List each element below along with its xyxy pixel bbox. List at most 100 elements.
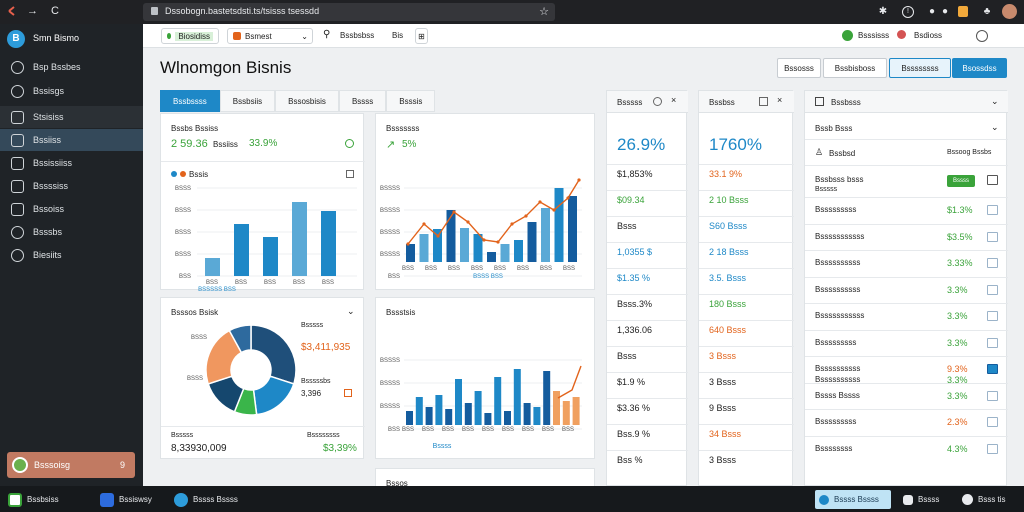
kpi-row[interactable]: 3 Bsss xyxy=(709,377,737,387)
filter-mini-label[interactable]: Bis xyxy=(392,31,404,40)
divider xyxy=(699,242,794,243)
kpi-row[interactable]: 180 Bsss xyxy=(709,299,747,309)
kpi-row[interactable]: 34 Bsss xyxy=(709,429,742,439)
row-action-icon[interactable] xyxy=(987,311,998,321)
chevron-down-icon[interactable]: ⌄ xyxy=(347,306,355,316)
sidebar-item-settings[interactable]: Bsssbs xyxy=(0,221,143,243)
kpi-row[interactable]: 2 10 Bsss xyxy=(709,195,749,205)
row-action-icon[interactable] xyxy=(987,175,998,185)
sidebar-item-help[interactable]: Biesiits xyxy=(0,244,143,266)
bookmark-star-icon[interactable]: ☆ xyxy=(539,6,549,18)
tab-overview[interactable]: Bssbssss xyxy=(160,90,220,112)
kpi-row[interactable]: Bsss.3% xyxy=(617,299,653,309)
header-button-3[interactable]: Bssssssss xyxy=(889,58,951,78)
row-action-icon[interactable] xyxy=(987,417,998,427)
filter-icon[interactable]: ⚲ xyxy=(323,29,331,40)
tab-analytics[interactable]: Bssosbisis xyxy=(275,90,339,112)
close-icon[interactable]: × xyxy=(777,95,783,105)
taskbar-app-active[interactable]: Bssss Bssss xyxy=(815,490,891,509)
pie-slice xyxy=(250,324,297,385)
kpi-row[interactable]: 2 18 Bsss xyxy=(709,247,749,257)
sidebar-item-stats[interactable]: Stsisiss xyxy=(0,106,143,128)
address-bar[interactable]: Dssobogn.bastetsdsti.ts/tsisss tsessdd ☆ xyxy=(143,3,555,21)
user-card[interactable]: Bsssoisg 9 xyxy=(7,452,135,478)
row-action-icon[interactable] xyxy=(987,390,998,401)
tab-sales[interactable]: Bssbsiis xyxy=(219,90,276,112)
row-action-icon[interactable] xyxy=(987,258,998,268)
row-action-icon[interactable] xyxy=(987,364,998,374)
extension-icon[interactable]: ✱ xyxy=(878,6,888,17)
reload-icon[interactable]: C xyxy=(51,5,59,17)
kpi-row[interactable]: 1,336.06 xyxy=(617,325,653,335)
export-icon[interactable]: ⊞ xyxy=(415,28,428,44)
divider xyxy=(607,216,688,217)
row-action-icon[interactable] xyxy=(987,205,998,215)
taskbar-app-1[interactable]: Bssbsiss xyxy=(8,490,59,509)
kpi-row[interactable]: $1.9 % xyxy=(617,377,646,387)
profile-avatar[interactable] xyxy=(1002,4,1017,19)
sidebar-item-orders[interactable]: Bssoiss xyxy=(0,198,143,220)
tab-reports[interactable]: Bsssis xyxy=(386,90,436,112)
bar xyxy=(533,407,541,425)
record2-icon[interactable]: ● xyxy=(941,6,949,17)
kpi-row[interactable]: 3.5. Bsss xyxy=(709,273,747,283)
shield-icon[interactable] xyxy=(958,6,968,17)
info-icon[interactable]: ! xyxy=(902,6,914,18)
app-icon xyxy=(962,494,973,505)
record-icon[interactable]: ● xyxy=(928,6,936,17)
taskbar-app-2[interactable]: Bssiswsy xyxy=(100,490,152,509)
kpi-row[interactable]: 3 Bsss xyxy=(709,351,737,361)
sidebar-item-reports[interactable]: Bssissiiss xyxy=(0,152,143,174)
row-action-icon[interactable] xyxy=(987,231,998,242)
refresh-icon[interactable] xyxy=(345,139,354,148)
header-button-primary[interactable]: Bsossdss xyxy=(952,58,1007,78)
right-button-1[interactable]: Bsssisss xyxy=(858,31,890,40)
row-action-icon[interactable] xyxy=(987,284,998,295)
app-logo-icon[interactable]: B xyxy=(7,30,25,48)
row-action-icon[interactable] xyxy=(987,443,998,454)
settings-icon[interactable] xyxy=(976,30,988,42)
kpi-row[interactable]: Bss % xyxy=(617,455,643,465)
chevron-down-icon[interactable]: ⌄ xyxy=(991,96,999,106)
tab-orders[interactable]: Bssss xyxy=(338,90,387,112)
status-chip[interactable]: Biosidiss xyxy=(161,28,219,44)
forward-icon[interactable]: → xyxy=(27,5,38,17)
view-select[interactable]: Bsmest ⌄ xyxy=(227,28,313,44)
kpi-row[interactable]: 9 Bsss xyxy=(709,403,737,413)
kpi-row[interactable]: Bss.9 % xyxy=(617,429,651,439)
kpi-row[interactable]: $1.35 % xyxy=(617,273,651,283)
sidebar-item-finance[interactable]: Bssssiss xyxy=(0,175,143,197)
browser-close-icon[interactable] xyxy=(5,5,19,19)
close-icon[interactable]: × xyxy=(671,95,677,105)
kpi-row[interactable]: 3 Bsss xyxy=(709,455,737,465)
kpi-row[interactable]: 33.1 9% xyxy=(709,169,743,179)
sidebar-item-profile[interactable]: Bsp Bssbes xyxy=(0,56,143,78)
row-action-icon[interactable] xyxy=(987,337,998,348)
kpi-row[interactable]: $09.34 xyxy=(617,195,645,205)
filter-label[interactable]: Bssbsbss xyxy=(340,31,375,40)
search-icon[interactable] xyxy=(653,97,662,106)
header-button-2[interactable]: Bssbisboss xyxy=(823,58,887,78)
divider xyxy=(699,424,794,425)
kpi-row[interactable]: 640 Bsss xyxy=(709,325,747,335)
taskbar-app-5[interactable]: Bssss xyxy=(903,490,939,509)
taskbar-app-6[interactable]: Bsss tis xyxy=(962,490,1006,509)
checkbox-icon[interactable] xyxy=(344,389,352,397)
kpi-row[interactable]: 1,0355 $ xyxy=(617,247,653,257)
kpi-row[interactable]: $1,853% xyxy=(617,169,653,179)
chevron-down-icon[interactable]: ⌄ xyxy=(991,122,999,132)
expand-icon[interactable] xyxy=(346,170,354,178)
right-button-2[interactable]: Bsdioss xyxy=(914,31,943,40)
kpi-row[interactable]: $3.36 % xyxy=(617,403,651,413)
taskbar-app-3[interactable]: Bssss Bssss xyxy=(174,490,238,509)
puzzle-icon[interactable]: ♣ xyxy=(983,6,991,17)
grid-icon[interactable] xyxy=(759,97,768,106)
kpi-row[interactable]: S60 Bsss xyxy=(709,221,748,231)
kpi-row[interactable]: Bsss xyxy=(617,221,637,231)
sidebar-item-dashboard[interactable]: Bssisgs xyxy=(0,80,143,102)
kpi-row[interactable]: Bsss xyxy=(617,351,637,361)
status-badge[interactable]: Bssss xyxy=(947,175,975,187)
sidebar-item-business[interactable]: Bssiiss xyxy=(0,129,143,151)
header-button-1[interactable]: Bssosss xyxy=(777,58,821,78)
panel-row-name: Bssssssssss xyxy=(815,284,861,294)
